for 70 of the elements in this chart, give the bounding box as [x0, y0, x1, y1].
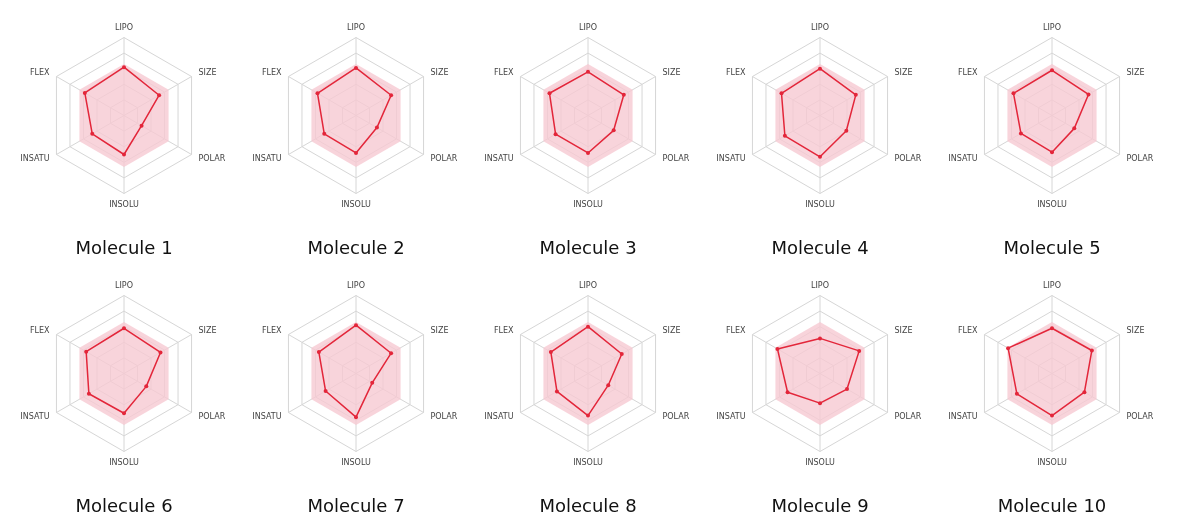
spoke-label: LIPO: [1043, 280, 1061, 290]
spoke-label: INSATU: [948, 154, 978, 164]
spoke-label: SIZE: [198, 68, 217, 78]
spoke-label: INSOLU: [341, 200, 371, 210]
spoke-label: INSOLU: [109, 200, 139, 210]
spoke-label: FLEX: [29, 68, 51, 78]
spoke-label: SIZE: [1126, 68, 1145, 78]
spoke-label: SIZE: [894, 68, 913, 78]
spoke-label: SIZE: [430, 68, 449, 78]
spoke-label: LIPO: [811, 22, 829, 32]
spoke-label: INSOLU: [341, 458, 371, 468]
text: Molecule 9: [771, 495, 869, 516]
spoke-label: INSATU: [252, 154, 282, 164]
text: Molecule 7: [307, 495, 405, 516]
spoke-label: INSOLU: [805, 458, 835, 468]
spoke-label: POLAR: [198, 154, 226, 164]
spoke-label: INSATU: [948, 412, 978, 422]
spoke-label: INSATU: [484, 154, 514, 164]
spoke-label: INSOLU: [109, 458, 139, 468]
spoke-label: LIPO: [579, 280, 597, 290]
spoke-label: INSOLU: [805, 200, 835, 210]
spoke-label: INSATU: [484, 412, 514, 422]
spoke-label: INSOLU: [573, 200, 603, 210]
spoke-label: POLAR: [894, 412, 922, 422]
text: Molecule 2: [307, 237, 405, 258]
spoke-label: POLAR: [1126, 154, 1154, 164]
spoke-label: SIZE: [430, 326, 449, 336]
spoke-label: SIZE: [662, 326, 681, 336]
spoke-label: SIZE: [198, 326, 217, 336]
spoke-label: FLEX: [725, 68, 747, 78]
spoke-label: INSATU: [20, 412, 50, 422]
spoke-label: SIZE: [1126, 326, 1145, 336]
spoke-label: INSATU: [716, 154, 746, 164]
spoke-label: LIPO: [811, 280, 829, 290]
text: Molecule 4: [771, 237, 869, 258]
spoke-label: FLEX: [957, 68, 979, 78]
spoke-label: POLAR: [430, 412, 458, 422]
spoke-label: INSATU: [252, 412, 282, 422]
spoke-label: LIPO: [115, 22, 133, 32]
text: Molecule 1: [75, 237, 173, 258]
spoke-label: FLEX: [29, 326, 51, 336]
spoke-label: FLEX: [493, 326, 515, 336]
spoke-label: POLAR: [430, 154, 458, 164]
text: Molecule 6: [75, 495, 173, 516]
spoke-label: POLAR: [1126, 412, 1154, 422]
spoke-label: LIPO: [347, 280, 365, 290]
text: Molecule 5: [1003, 237, 1101, 258]
text: Molecule 10: [997, 495, 1107, 516]
spoke-label: POLAR: [198, 412, 226, 422]
spoke-label: POLAR: [894, 154, 922, 164]
spoke-label: LIPO: [347, 22, 365, 32]
spoke-label: LIPO: [1043, 22, 1061, 32]
spoke-label: LIPO: [115, 280, 133, 290]
spoke-label: LIPO: [579, 22, 597, 32]
spoke-label: POLAR: [662, 154, 690, 164]
text: Molecule 3: [539, 237, 637, 258]
spoke-label: INSATU: [20, 154, 50, 164]
spoke-label: FLEX: [725, 326, 747, 336]
spoke-label: INSOLU: [1037, 458, 1067, 468]
spoke-label: SIZE: [894, 326, 913, 336]
spoke-label: FLEX: [261, 326, 283, 336]
text: Molecule 8: [539, 495, 637, 516]
spoke-label: FLEX: [493, 68, 515, 78]
spoke-label: INSATU: [716, 412, 746, 422]
spoke-label: FLEX: [957, 326, 979, 336]
spoke-label: INSOLU: [573, 458, 603, 468]
spoke-label: FLEX: [261, 68, 283, 78]
spoke-label: INSOLU: [1037, 200, 1067, 210]
spoke-label: POLAR: [662, 412, 690, 422]
spoke-label: SIZE: [662, 68, 681, 78]
